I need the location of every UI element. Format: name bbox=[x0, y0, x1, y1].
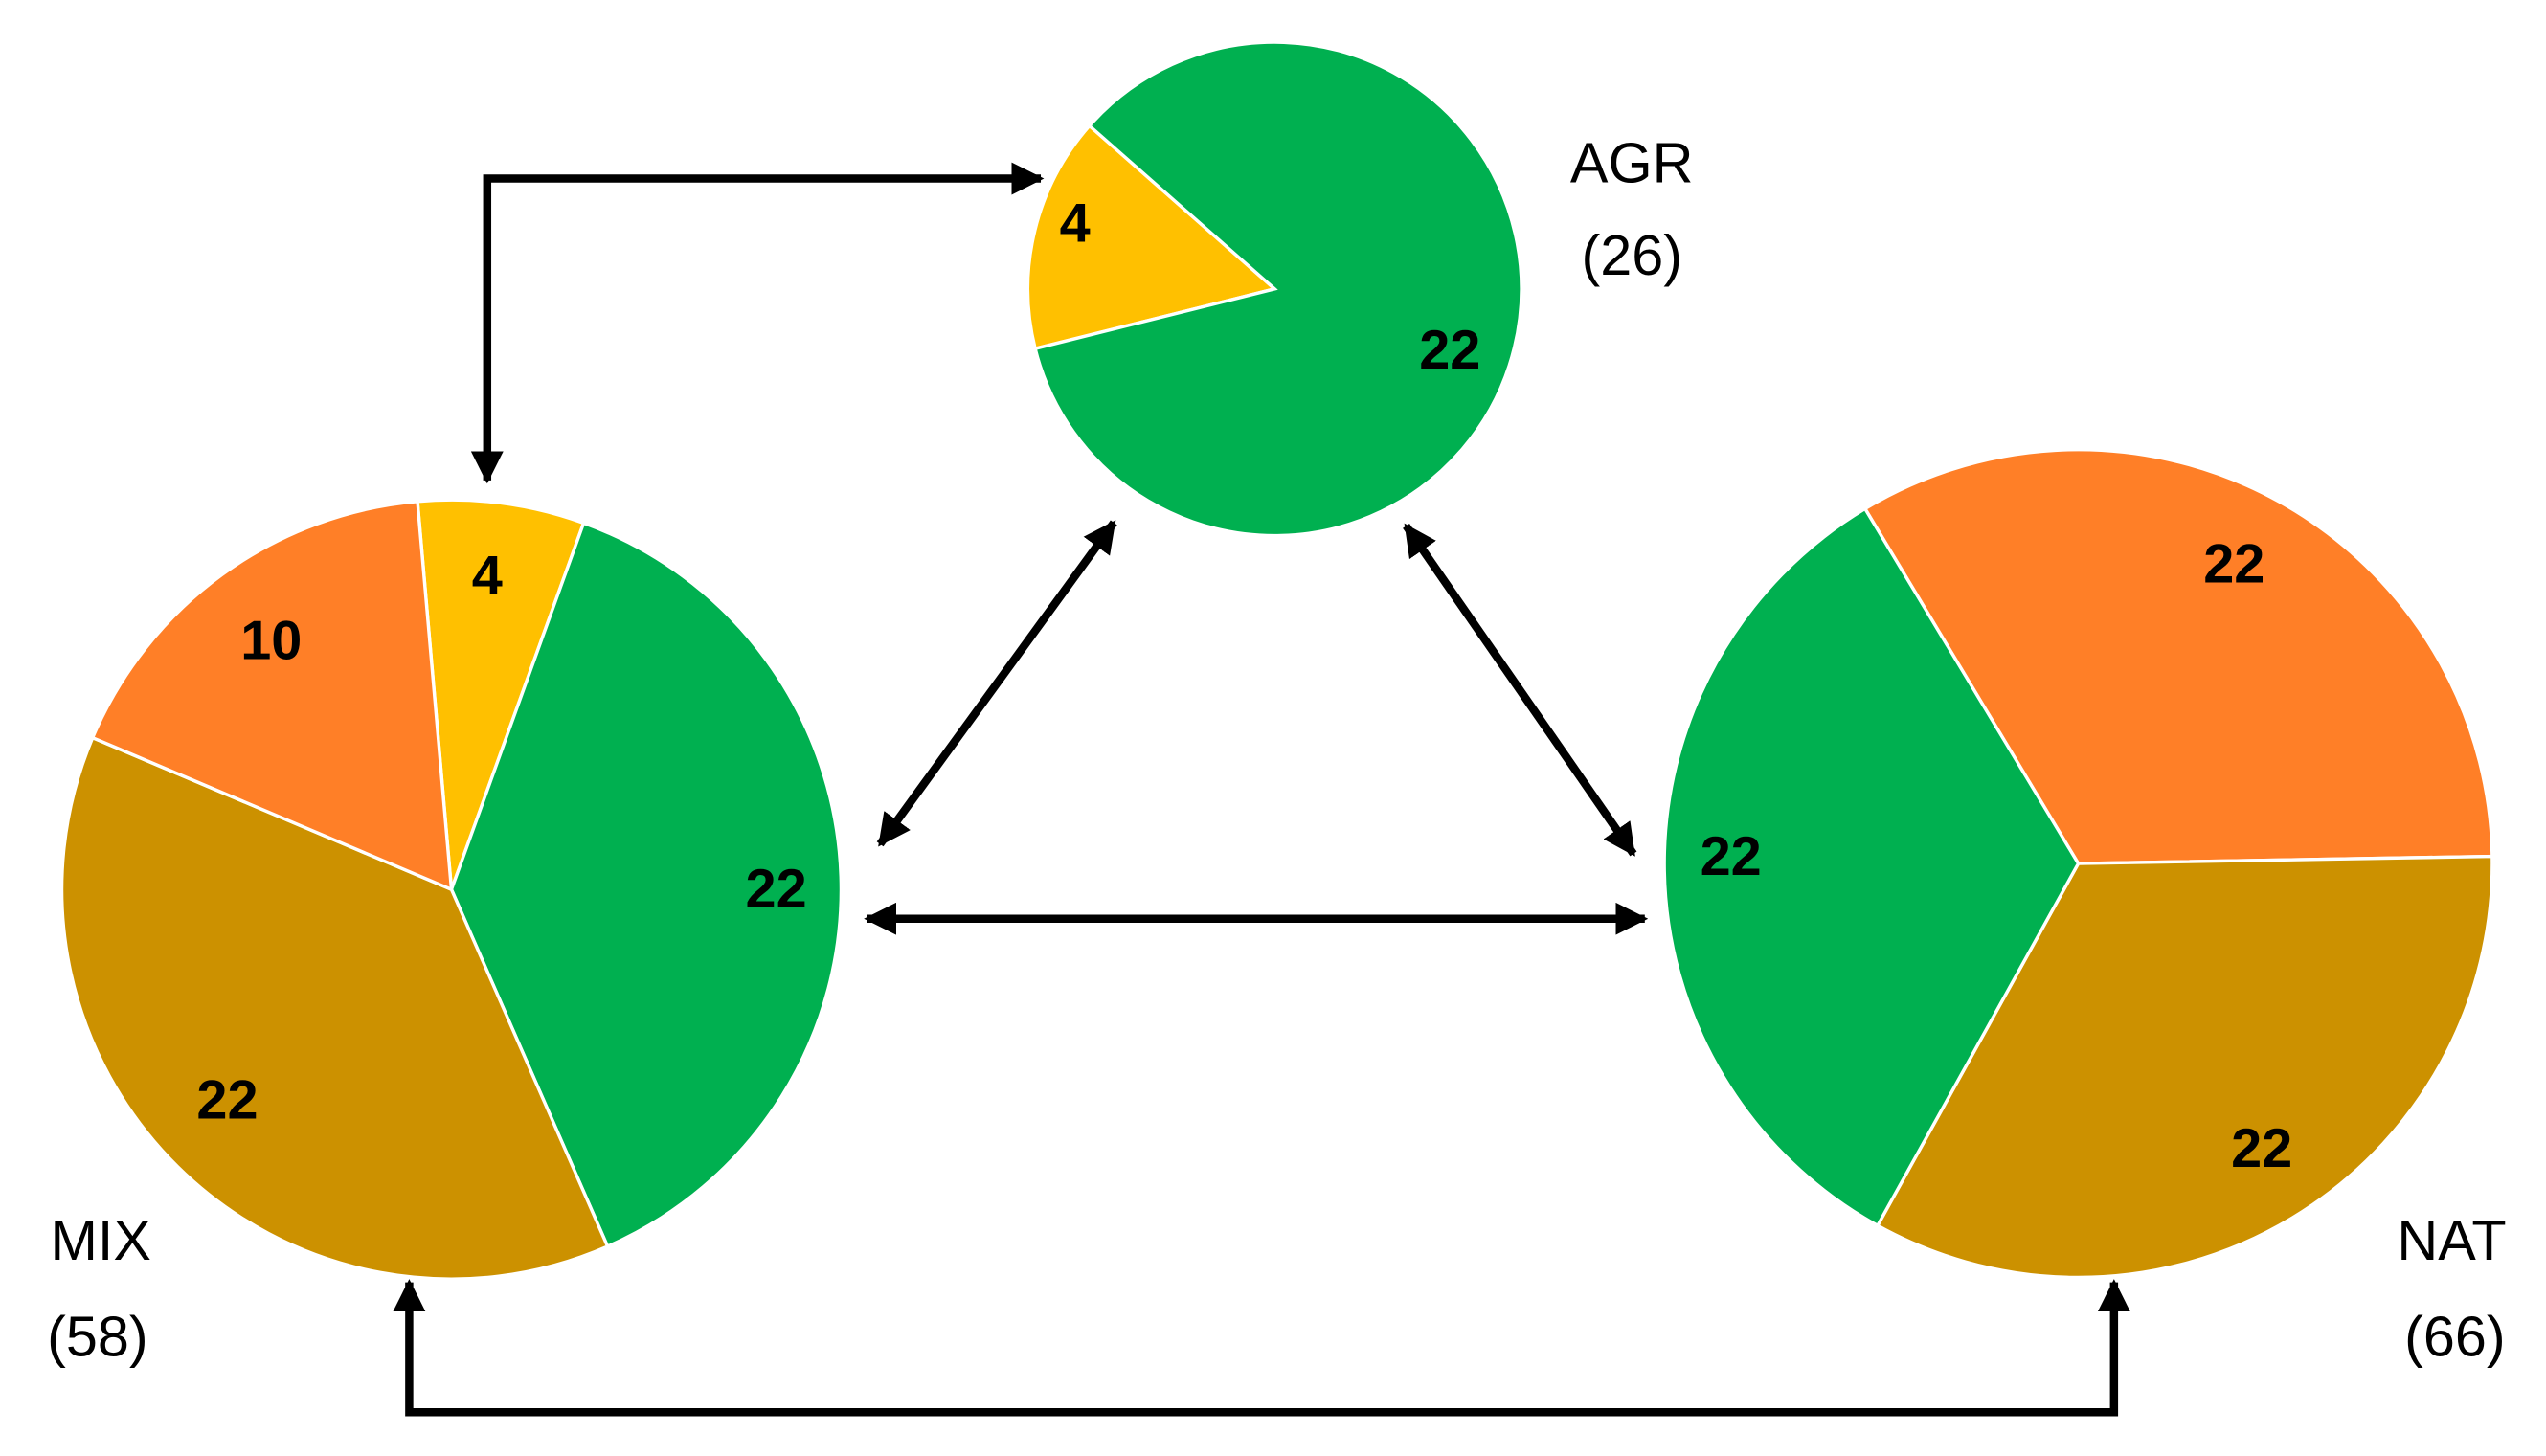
mix-slice-label: 10 bbox=[240, 610, 302, 671]
agr-pie-slice bbox=[1033, 40, 1523, 538]
mix-slice-label: 4 bbox=[472, 546, 503, 607]
mix-label: MIX bbox=[50, 1208, 150, 1272]
nat-slice-label: 22 bbox=[2203, 534, 2264, 595]
pies bbox=[59, 40, 2494, 1281]
mix-pie-slice bbox=[59, 735, 610, 1281]
arrow-mix-nat-bottom bbox=[393, 1279, 2130, 1417]
mix-pie-slice bbox=[449, 521, 844, 1249]
nat-total: (66) bbox=[2404, 1304, 2506, 1368]
agr-total: (26) bbox=[1581, 223, 1682, 287]
nat-pie-slice bbox=[1875, 854, 2494, 1280]
agr-label: AGR bbox=[1570, 130, 1694, 194]
pie-nat bbox=[1662, 448, 2494, 1280]
arrow-mix-agr-elbow bbox=[470, 162, 1045, 484]
mix-slice-label: 22 bbox=[746, 859, 807, 920]
nat-slice-label: 22 bbox=[2231, 1118, 2292, 1179]
mix-pie-slice bbox=[90, 499, 454, 892]
agr-slice-label: 4 bbox=[1060, 193, 1091, 255]
nat-pie-slice bbox=[1862, 448, 2494, 865]
arrow-mix-agr-diagonal bbox=[876, 520, 1117, 847]
pie-agr bbox=[1025, 40, 1523, 538]
nat-pie-slice bbox=[1662, 506, 2081, 1228]
arrow-agr-nat-diagonal bbox=[1403, 523, 1637, 857]
mix-slice-label: 22 bbox=[196, 1069, 258, 1131]
nat-slice-label: 22 bbox=[1701, 826, 1762, 887]
mix-total: (58) bbox=[47, 1304, 148, 1368]
nat-label: NAT bbox=[2397, 1208, 2506, 1272]
agr-slice-label: 22 bbox=[1419, 320, 1480, 381]
pie-mix bbox=[59, 498, 844, 1281]
mix-pie-slice bbox=[416, 498, 586, 890]
